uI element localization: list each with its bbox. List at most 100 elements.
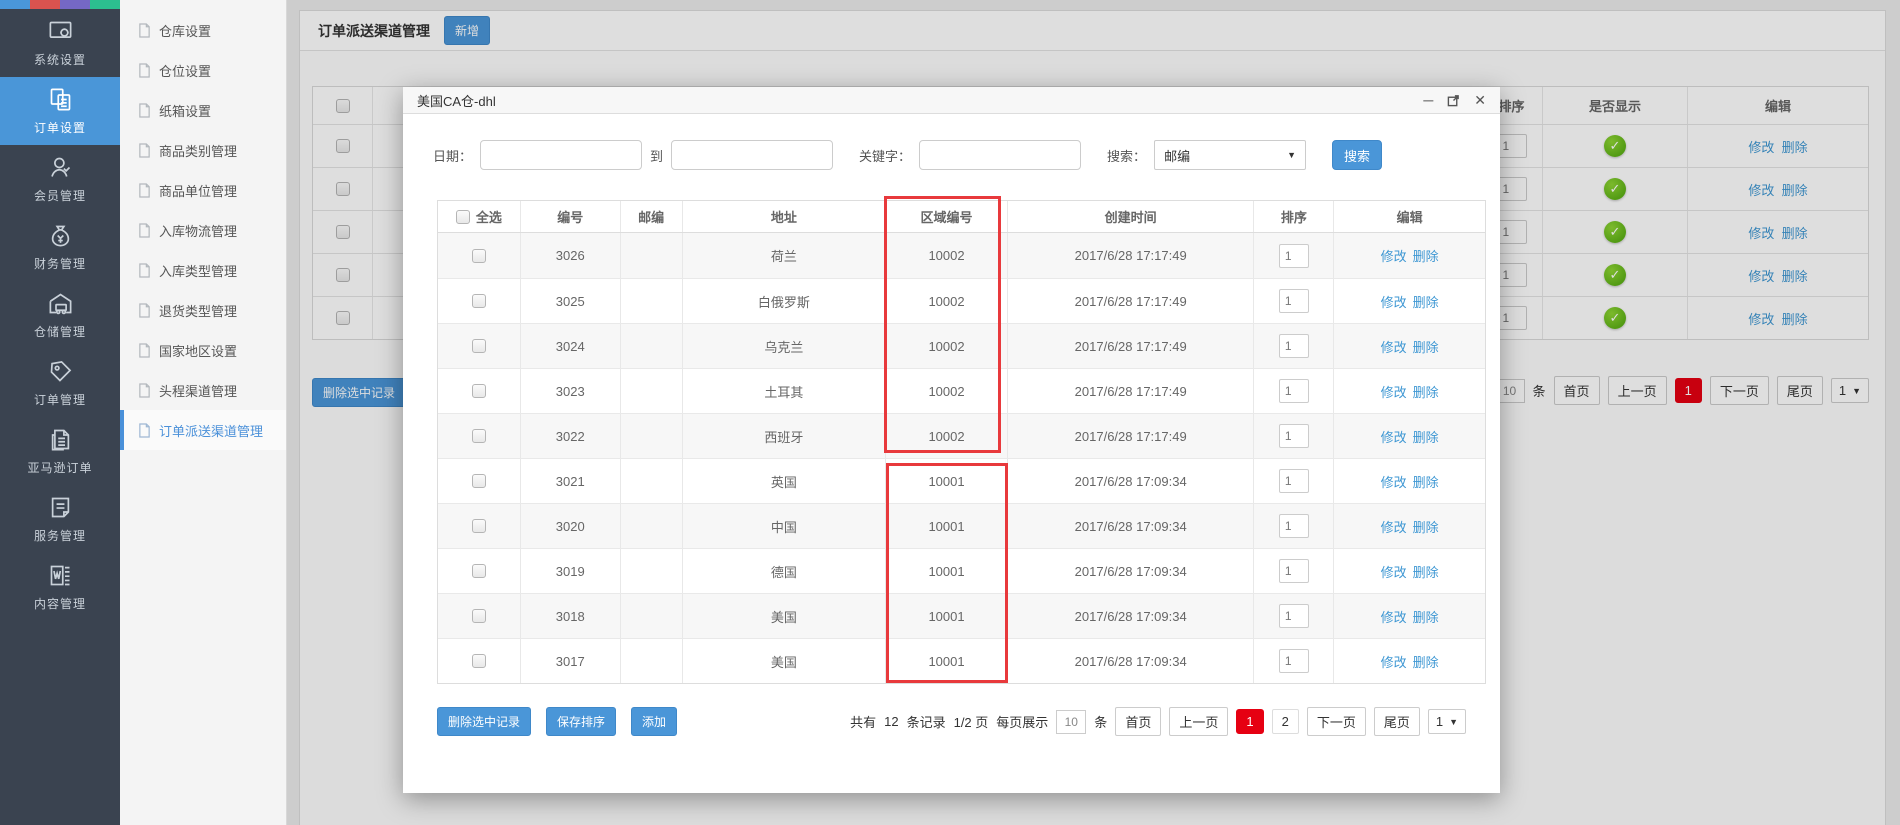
sort-input[interactable] bbox=[1496, 134, 1527, 158]
select-all-checkbox[interactable] bbox=[455, 209, 470, 224]
modify-link[interactable]: 修改 bbox=[1380, 384, 1407, 400]
modify-link[interactable]: 修改 bbox=[1380, 339, 1407, 355]
menu-item-warehouse-setup[interactable]: 仓库设置 bbox=[120, 10, 286, 50]
page-select[interactable]: 1 ▼ bbox=[1830, 378, 1869, 403]
first-page-button[interactable]: 首页 bbox=[1115, 707, 1162, 736]
nav-finance-management[interactable]: 财务管理 bbox=[0, 213, 120, 281]
prev-page-button[interactable]: 上一页 bbox=[1607, 376, 1667, 405]
add-button[interactable]: 添加 bbox=[631, 707, 678, 736]
delete-link[interactable]: 删除 bbox=[1781, 225, 1808, 241]
menu-item-inbound-logistics[interactable]: 入库物流管理 bbox=[120, 210, 286, 250]
nav-content-management[interactable]: 内容管理 bbox=[0, 553, 120, 621]
current-page[interactable]: 1 bbox=[1674, 378, 1702, 403]
delete-link[interactable]: 删除 bbox=[1412, 564, 1439, 580]
sort-input[interactable] bbox=[1496, 263, 1527, 287]
sort-input[interactable] bbox=[1278, 243, 1309, 268]
modify-link[interactable]: 修改 bbox=[1380, 654, 1407, 670]
menu-item-order-delivery-channel[interactable]: 订单派送渠道管理 bbox=[120, 410, 286, 450]
delete-selected-button[interactable]: 删除选中记录 bbox=[437, 707, 532, 736]
modify-link[interactable]: 修改 bbox=[1748, 225, 1775, 241]
nav-warehouse-management[interactable]: 仓储管理 bbox=[0, 281, 120, 349]
visible-check-icon[interactable]: ✓ bbox=[1604, 307, 1626, 329]
menu-item-carton-setup[interactable]: 纸箱设置 bbox=[120, 90, 286, 130]
menu-item-country-region[interactable]: 国家地区设置 bbox=[120, 330, 286, 370]
per-page-input[interactable] bbox=[1056, 709, 1087, 734]
keyword-input[interactable] bbox=[919, 140, 1082, 170]
row-checkbox[interactable] bbox=[471, 474, 486, 488]
row-checkbox[interactable] bbox=[335, 139, 350, 153]
sort-input[interactable] bbox=[1496, 220, 1527, 244]
row-checkbox[interactable] bbox=[335, 268, 350, 282]
delete-link[interactable]: 删除 bbox=[1412, 474, 1439, 490]
delete-link[interactable]: 删除 bbox=[1412, 429, 1439, 445]
sort-input[interactable] bbox=[1278, 379, 1309, 403]
prev-page-button[interactable]: 上一页 bbox=[1169, 707, 1229, 736]
nav-service-management[interactable]: 服务管理 bbox=[0, 485, 120, 553]
row-checkbox[interactable] bbox=[471, 429, 486, 443]
row-checkbox[interactable] bbox=[471, 384, 486, 398]
delete-link[interactable]: 删除 bbox=[1412, 384, 1439, 400]
visible-check-icon[interactable]: ✓ bbox=[1604, 221, 1626, 243]
sort-input[interactable] bbox=[1278, 289, 1309, 313]
sort-input[interactable] bbox=[1278, 469, 1309, 493]
date-to-input[interactable] bbox=[671, 140, 834, 170]
next-page-button[interactable]: 下一页 bbox=[1306, 707, 1366, 736]
nav-order-settings[interactable]: 订单设置 bbox=[0, 77, 120, 145]
delete-link[interactable]: 删除 bbox=[1412, 654, 1439, 670]
menu-item-return-type[interactable]: 退货类型管理 bbox=[120, 290, 286, 330]
nav-amazon-orders[interactable]: 亚马逊订单 bbox=[0, 417, 120, 485]
row-checkbox[interactable] bbox=[471, 294, 486, 308]
row-checkbox[interactable] bbox=[335, 182, 350, 196]
first-page-button[interactable]: 首页 bbox=[1553, 376, 1600, 405]
nav-member-management[interactable]: 会员管理 bbox=[0, 145, 120, 213]
modify-link[interactable]: 修改 bbox=[1380, 429, 1407, 445]
menu-item-product-category[interactable]: 商品类别管理 bbox=[120, 130, 286, 170]
date-from-input[interactable] bbox=[480, 140, 643, 170]
nav-order-management[interactable]: 订单管理 bbox=[0, 349, 120, 417]
modify-link[interactable]: 修改 bbox=[1380, 249, 1407, 264]
page-2-button[interactable]: 2 bbox=[1271, 709, 1299, 734]
current-page[interactable]: 1 bbox=[1236, 709, 1264, 734]
sort-input[interactable] bbox=[1278, 334, 1309, 358]
delete-link[interactable]: 删除 bbox=[1781, 268, 1808, 284]
delete-link[interactable]: 删除 bbox=[1412, 294, 1439, 310]
nav-system-settings[interactable]: 系统设置 bbox=[0, 9, 120, 77]
sort-input[interactable] bbox=[1278, 424, 1309, 448]
row-checkbox[interactable] bbox=[471, 564, 486, 578]
modify-link[interactable]: 修改 bbox=[1380, 609, 1407, 625]
visible-check-icon[interactable]: ✓ bbox=[1604, 264, 1626, 286]
modify-link[interactable]: 修改 bbox=[1748, 311, 1775, 327]
add-new-button[interactable]: 新增 bbox=[444, 16, 491, 45]
row-checkbox[interactable] bbox=[471, 519, 486, 533]
modify-link[interactable]: 修改 bbox=[1380, 474, 1407, 490]
modify-link[interactable]: 修改 bbox=[1748, 268, 1775, 284]
menu-item-first-leg-channel[interactable]: 头程渠道管理 bbox=[120, 370, 286, 410]
sort-input[interactable] bbox=[1278, 604, 1309, 628]
last-page-button[interactable]: 尾页 bbox=[1776, 376, 1823, 405]
row-checkbox[interactable] bbox=[335, 311, 350, 325]
menu-item-inbound-type[interactable]: 入库类型管理 bbox=[120, 250, 286, 290]
modify-link[interactable]: 修改 bbox=[1380, 294, 1407, 310]
delete-link[interactable]: 删除 bbox=[1781, 182, 1808, 198]
sort-input[interactable] bbox=[1278, 514, 1309, 538]
search-type-select[interactable]: 邮编 ▼ bbox=[1154, 140, 1307, 170]
visible-check-icon[interactable]: ✓ bbox=[1604, 178, 1626, 200]
row-checkbox[interactable] bbox=[471, 609, 486, 623]
menu-item-bin-setup[interactable]: 仓位设置 bbox=[120, 50, 286, 90]
visible-check-icon[interactable]: ✓ bbox=[1604, 135, 1626, 157]
next-page-button[interactable]: 下一页 bbox=[1709, 376, 1769, 405]
last-page-button[interactable]: 尾页 bbox=[1373, 707, 1420, 736]
sort-input[interactable] bbox=[1278, 559, 1309, 583]
row-checkbox[interactable] bbox=[471, 339, 486, 353]
sort-input[interactable] bbox=[1278, 649, 1309, 673]
delete-link[interactable]: 删除 bbox=[1412, 339, 1439, 355]
menu-item-product-unit[interactable]: 商品单位管理 bbox=[120, 170, 286, 210]
delete-link[interactable]: 删除 bbox=[1781, 139, 1808, 155]
delete-link[interactable]: 删除 bbox=[1412, 249, 1439, 264]
row-checkbox[interactable] bbox=[335, 225, 350, 239]
select-all-checkbox[interactable] bbox=[335, 98, 350, 113]
delete-selected-button[interactable]: 删除选中记录 bbox=[312, 378, 407, 407]
close-icon[interactable]: ✕ bbox=[1474, 92, 1486, 108]
modify-link[interactable]: 修改 bbox=[1748, 182, 1775, 198]
maximize-icon[interactable] bbox=[1447, 94, 1460, 107]
